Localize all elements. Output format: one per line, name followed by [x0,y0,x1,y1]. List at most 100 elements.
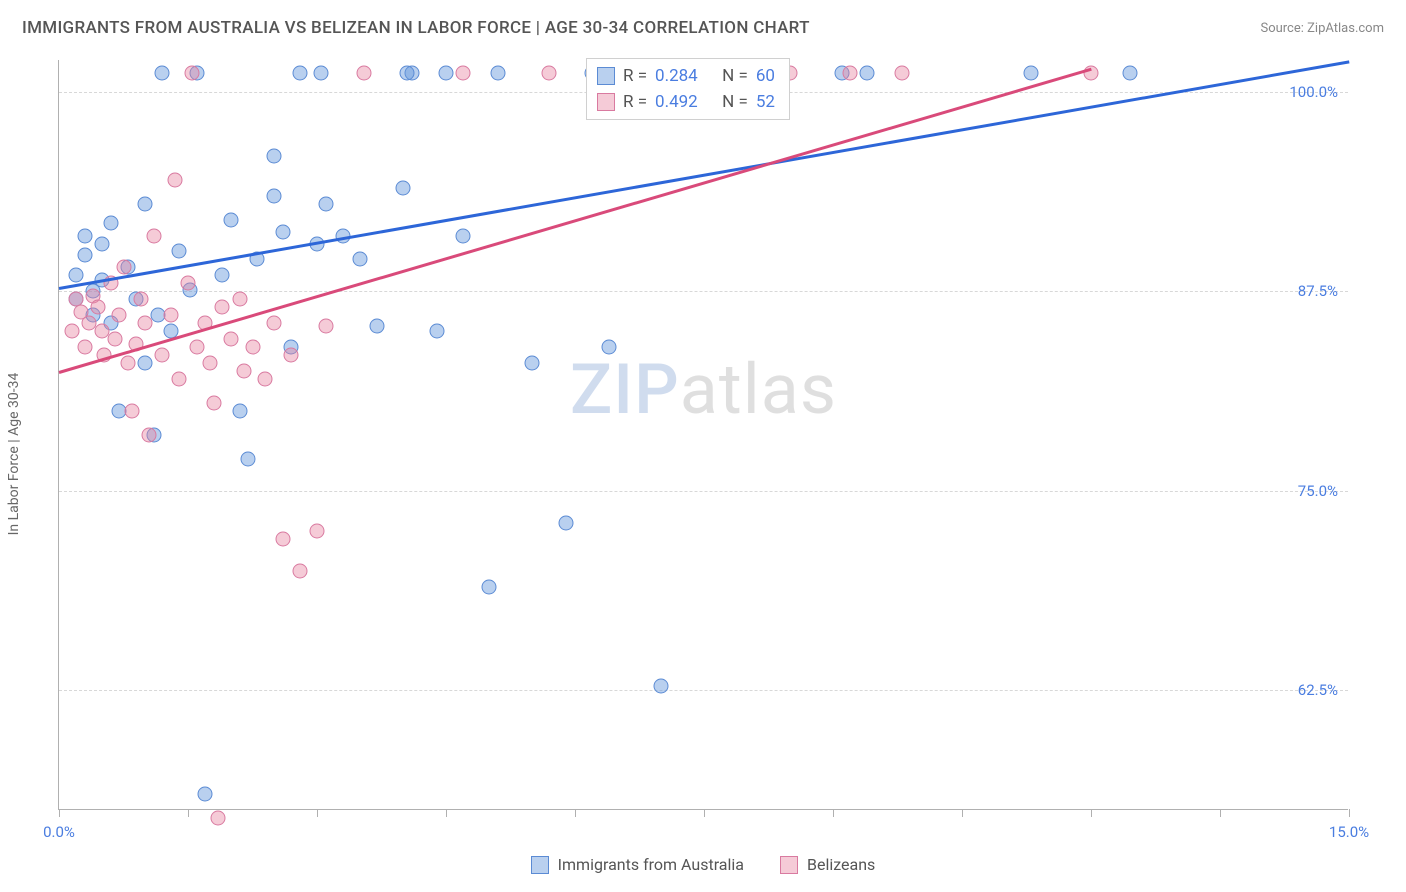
data-point [318,319,333,334]
legend-label: Immigrants from Australia [558,855,744,874]
data-point [232,404,247,419]
n-value: 52 [756,89,775,115]
n-label: N = [722,63,748,89]
data-point [138,196,153,211]
watermark-atlas: atlas [680,349,837,431]
data-point [396,180,411,195]
data-point [310,523,325,538]
data-point [292,65,307,80]
data-point [224,212,239,227]
data-point [482,579,497,594]
data-point [120,356,135,371]
chart-title: IMMIGRANTS FROM AUSTRALIA VS BELIZEAN IN… [22,18,810,38]
data-point [95,236,110,251]
data-point [211,810,226,825]
data-point [138,316,153,331]
data-point [232,292,247,307]
data-point [400,65,415,80]
data-point [133,292,148,307]
swatch-series-a [597,67,615,85]
x-tick [188,809,189,817]
data-point [215,300,230,315]
r-label: R = [623,63,647,89]
x-tick [446,809,447,817]
data-point [185,65,200,80]
x-tick [1349,809,1350,817]
data-point [1122,65,1137,80]
x-tick [833,809,834,817]
y-tick-label: 87.5% [1298,282,1338,300]
legend-stats-row: R = 0.284 N = 60 [597,63,775,89]
data-point [69,268,84,283]
legend-stats: R = 0.284 N = 60 R = 0.492 N = 52 [586,58,790,120]
data-point [198,787,213,802]
data-point [112,308,127,323]
data-point [654,678,669,693]
data-point [525,356,540,371]
data-point [202,356,217,371]
data-point [189,340,204,355]
data-point [245,340,260,355]
data-point [172,372,187,387]
data-point [224,332,239,347]
x-tick [59,809,60,817]
data-point [236,364,251,379]
data-point [456,65,471,80]
data-point [64,324,79,339]
data-point [267,188,282,203]
data-point [146,228,161,243]
gridline-h [59,690,1348,691]
data-point [241,451,256,466]
legend-stats-row: R = 0.492 N = 52 [597,89,775,115]
data-point [353,252,368,267]
data-point [430,324,445,339]
data-point [602,340,617,355]
legend-label: Belizeans [807,855,875,874]
plot-area: ZIPatlas 0.0%15.0% [58,60,1348,810]
r-value: 0.284 [655,63,698,89]
swatch-series-b [780,856,798,874]
data-point [456,228,471,243]
y-axis-label: In Labor Force | Age 30-34 [6,373,22,536]
data-point [181,276,196,291]
data-point [275,531,290,546]
data-point [559,515,574,530]
legend-item: Immigrants from Australia [531,855,744,874]
data-point [258,372,273,387]
data-point [284,348,299,363]
gridline-h [59,491,1348,492]
data-point [314,65,329,80]
data-point [77,228,92,243]
watermark-zip: ZIP [570,349,680,431]
data-point [439,65,454,80]
y-tick-label: 62.5% [1298,681,1338,699]
data-point [860,65,875,80]
title-bar: IMMIGRANTS FROM AUSTRALIA VS BELIZEAN IN… [22,18,1384,38]
data-point [155,65,170,80]
data-point [138,356,153,371]
trend-line [59,68,1092,374]
x-tick [575,809,576,817]
data-point [542,65,557,80]
data-point [155,348,170,363]
data-point [116,260,131,275]
data-point [206,396,221,411]
n-label: N = [722,89,748,115]
data-point [490,65,505,80]
data-point [292,563,307,578]
data-point [103,215,118,230]
data-point [172,244,187,259]
swatch-series-a [531,856,549,874]
data-point [267,148,282,163]
legend-item: Belizeans [780,855,875,874]
data-point [163,308,178,323]
x-tick [962,809,963,817]
data-point [267,316,282,331]
swatch-series-b [597,93,615,111]
r-value: 0.492 [655,89,698,115]
data-point [370,319,385,334]
data-point [142,428,157,443]
data-point [843,65,858,80]
data-point [168,172,183,187]
gridline-h [59,291,1348,292]
